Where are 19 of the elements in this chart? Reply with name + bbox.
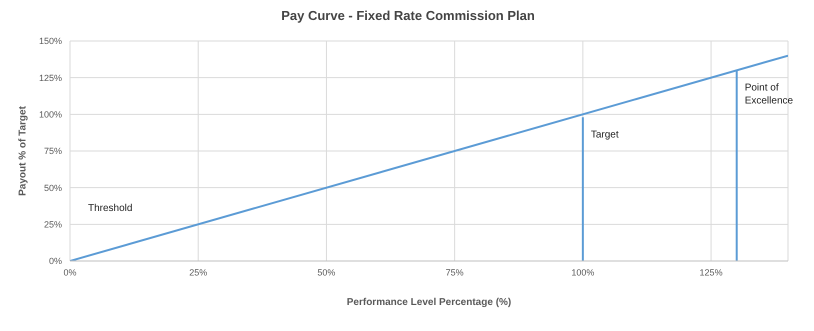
- x-tick-label: 75%: [446, 267, 464, 278]
- y-tick-label: 25%: [44, 220, 62, 230]
- x-tick-label: 0%: [63, 267, 77, 278]
- annotation: Target: [590, 129, 619, 140]
- x-tick-label: 50%: [317, 267, 336, 278]
- y-tick-label: 75%: [44, 146, 62, 156]
- annotation: Threshold: [88, 203, 132, 214]
- y-tick-label: 150%: [38, 36, 62, 46]
- y-tick-label: 0%: [48, 256, 62, 266]
- y-axis-title: Payout % of Target: [18, 105, 29, 196]
- x-tick-label: 25%: [189, 267, 208, 278]
- y-tick-label: 50%: [44, 182, 62, 193]
- x-axis-title: Performance Level Percentage (%): [346, 297, 512, 308]
- y-tick-label: 125%: [38, 72, 62, 83]
- y-tick-label: 100%: [38, 110, 62, 120]
- x-tick-label: 125%: [700, 267, 723, 278]
- annotation: Point of Excellence: [744, 82, 794, 106]
- chart-title: Pay Curve - Fixed Rate Commission Plan: [280, 8, 536, 23]
- x-tick-label: 100%: [571, 267, 594, 278]
